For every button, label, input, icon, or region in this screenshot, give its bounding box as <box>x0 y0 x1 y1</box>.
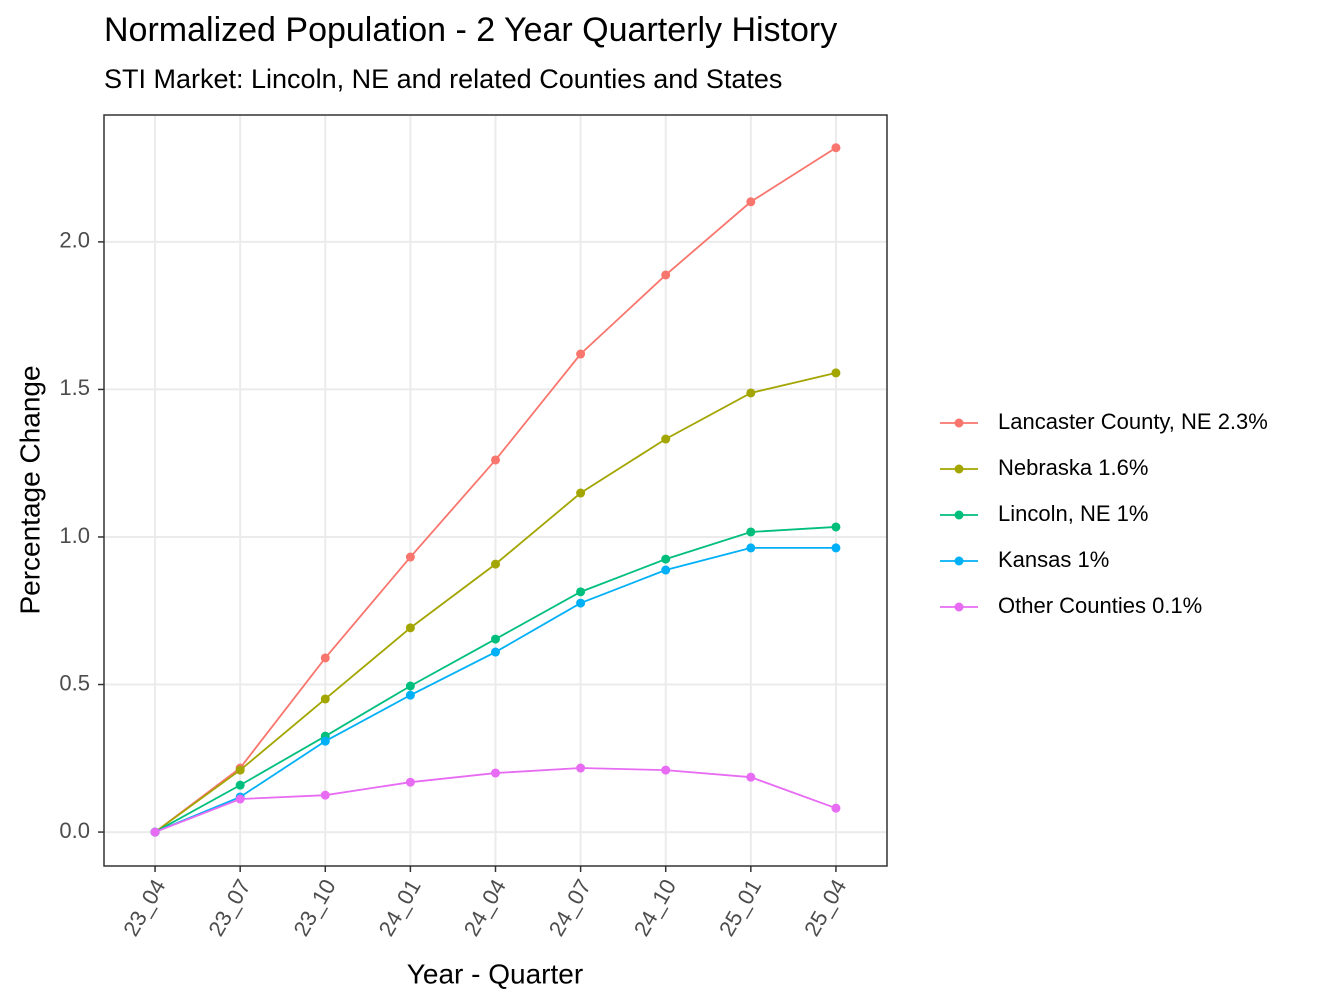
legend-label: Other Counties 0.1% <box>998 593 1202 618</box>
legend-marker <box>954 418 964 428</box>
legend-marker <box>954 464 964 474</box>
x-axis-title: Year - Quarter <box>407 958 583 989</box>
data-point <box>576 349 586 359</box>
legend-label: Lancaster County, NE 2.3% <box>998 409 1268 434</box>
data-point <box>405 777 415 787</box>
data-point <box>491 768 500 778</box>
data-point <box>746 527 756 537</box>
legend-marker <box>954 556 964 566</box>
data-point <box>235 765 245 775</box>
legend-label: Nebraska 1.6% <box>998 455 1148 480</box>
data-point <box>661 765 671 775</box>
data-point <box>831 522 841 532</box>
y-tick-label: 0.5 <box>59 670 90 695</box>
data-point <box>661 270 671 280</box>
data-point <box>235 794 245 804</box>
data-point <box>320 694 330 704</box>
data-point <box>150 827 160 837</box>
data-point <box>746 543 756 553</box>
data-point <box>491 559 500 569</box>
chart-title: Normalized Population - 2 Year Quarterly… <box>104 11 837 49</box>
data-point <box>831 368 841 378</box>
data-point <box>831 803 841 813</box>
data-point <box>576 598 586 608</box>
data-point <box>661 554 671 564</box>
chart-subtitle: STI Market: Lincoln, NE and related Coun… <box>104 64 782 94</box>
legend-marker <box>954 510 964 520</box>
data-point <box>491 634 500 644</box>
data-point <box>576 488 586 498</box>
legend-label: Kansas 1% <box>998 547 1109 572</box>
legend-marker <box>954 602 964 612</box>
data-point <box>320 790 330 800</box>
data-point <box>746 197 756 207</box>
data-point <box>405 623 415 633</box>
data-point <box>491 455 500 465</box>
data-point <box>235 780 245 790</box>
data-point <box>661 565 671 575</box>
data-point <box>405 690 415 700</box>
data-point <box>576 763 586 773</box>
data-point <box>320 736 330 746</box>
data-point <box>320 653 330 663</box>
data-point <box>746 772 756 782</box>
data-point <box>405 552 415 562</box>
data-point <box>746 388 756 398</box>
plot-border <box>103 114 888 867</box>
legend-label: Lincoln, NE 1% <box>998 501 1148 526</box>
y-tick-label: 0.0 <box>59 818 90 843</box>
data-point <box>405 681 415 691</box>
y-tick-label: 1.0 <box>59 523 90 548</box>
y-tick-label: 1.5 <box>59 375 90 400</box>
data-point <box>491 647 500 657</box>
data-point <box>831 543 841 553</box>
data-point <box>831 143 841 153</box>
data-point <box>661 434 671 444</box>
y-axis-title: Percentage Change <box>14 365 45 614</box>
data-point <box>576 587 586 597</box>
y-tick-label: 2.0 <box>59 228 90 253</box>
